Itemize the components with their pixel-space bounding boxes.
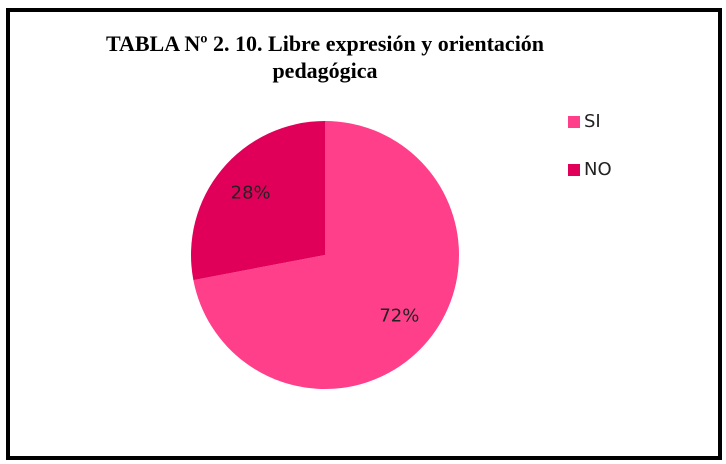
pie-slice — [191, 121, 325, 281]
legend-label: SI — [584, 111, 601, 132]
data-label: 28% — [231, 183, 271, 204]
data-label: 72% — [379, 305, 419, 326]
pie-slice — [193, 121, 460, 390]
chart-title: TABLA Nº 2. 10. Libre expresión y orient… — [105, 31, 545, 83]
legend-swatch — [568, 164, 580, 176]
legend-swatch — [568, 116, 580, 128]
legend-label: NO — [584, 159, 612, 180]
